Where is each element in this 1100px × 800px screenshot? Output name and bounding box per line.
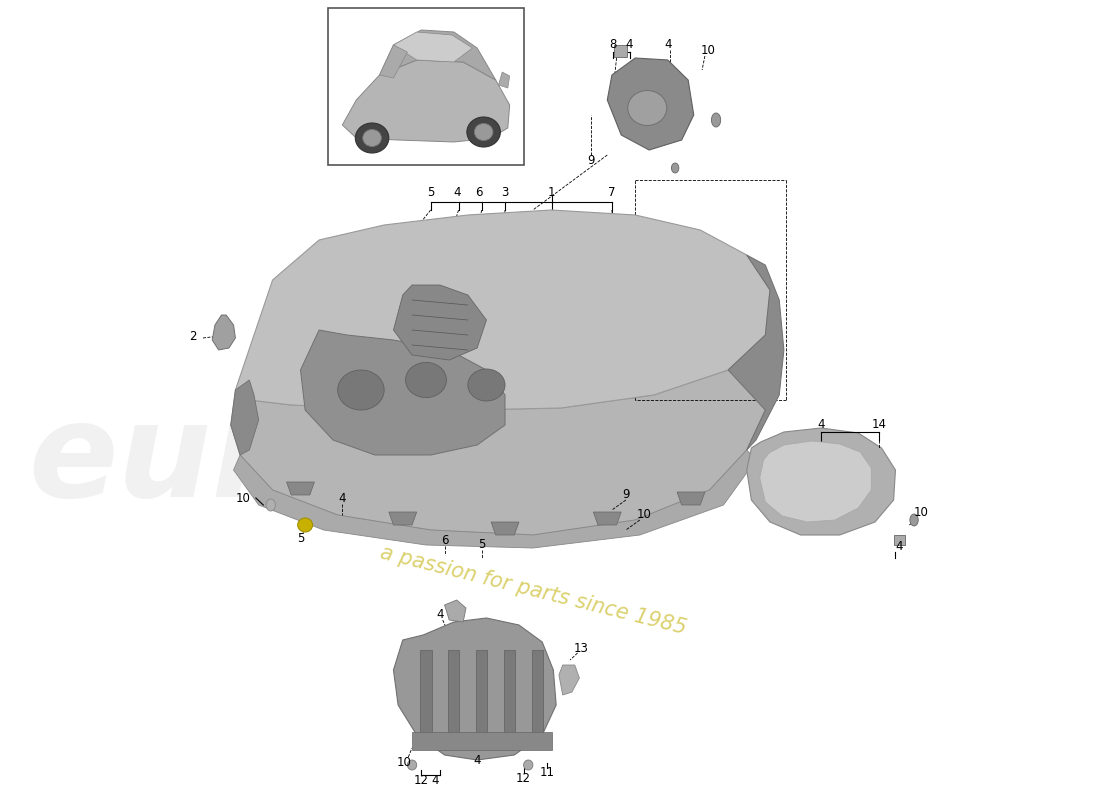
Text: 9: 9 <box>623 489 629 502</box>
Text: 4: 4 <box>895 539 903 553</box>
Ellipse shape <box>524 760 532 770</box>
Polygon shape <box>231 335 774 535</box>
Text: 5: 5 <box>427 186 434 199</box>
Text: 3: 3 <box>502 186 508 199</box>
Text: 4: 4 <box>437 609 443 622</box>
Text: 10: 10 <box>235 491 251 505</box>
Text: 13: 13 <box>574 642 589 654</box>
Text: 5: 5 <box>297 531 305 545</box>
Text: 6: 6 <box>441 534 449 546</box>
Polygon shape <box>379 45 407 78</box>
Polygon shape <box>760 441 871 522</box>
Text: 9: 9 <box>587 154 595 166</box>
Ellipse shape <box>712 113 720 127</box>
Text: 10: 10 <box>914 506 928 519</box>
Text: 5: 5 <box>478 538 485 551</box>
Polygon shape <box>476 650 487 740</box>
Polygon shape <box>394 285 486 360</box>
Ellipse shape <box>468 369 505 401</box>
Ellipse shape <box>266 499 275 511</box>
Polygon shape <box>491 522 519 535</box>
Text: 1: 1 <box>548 186 556 198</box>
Polygon shape <box>379 30 496 80</box>
Ellipse shape <box>671 163 679 173</box>
Text: 4: 4 <box>431 774 439 786</box>
Text: 11: 11 <box>539 766 554 779</box>
Ellipse shape <box>474 123 493 141</box>
Polygon shape <box>300 330 505 455</box>
Polygon shape <box>559 665 580 695</box>
Text: 4: 4 <box>453 186 461 199</box>
Ellipse shape <box>910 514 918 526</box>
Polygon shape <box>676 492 705 505</box>
Text: 12: 12 <box>516 771 531 785</box>
Text: 2: 2 <box>189 330 197 342</box>
Ellipse shape <box>628 90 667 126</box>
Text: 10: 10 <box>396 755 411 769</box>
Text: 6: 6 <box>475 186 483 199</box>
Text: 12: 12 <box>414 774 429 786</box>
Polygon shape <box>747 428 895 535</box>
Bar <box>614 45 627 57</box>
Text: 4: 4 <box>626 38 634 51</box>
Ellipse shape <box>355 123 388 153</box>
Ellipse shape <box>298 518 312 532</box>
Polygon shape <box>498 72 509 88</box>
Polygon shape <box>593 512 622 525</box>
Polygon shape <box>286 482 315 495</box>
Ellipse shape <box>338 370 384 410</box>
Text: 10: 10 <box>701 43 715 57</box>
Polygon shape <box>504 650 515 740</box>
Text: 4: 4 <box>664 38 671 51</box>
Polygon shape <box>412 732 551 750</box>
Polygon shape <box>444 600 466 622</box>
Bar <box>329 8 524 165</box>
Ellipse shape <box>466 117 500 147</box>
Polygon shape <box>532 650 543 740</box>
Polygon shape <box>342 60 509 142</box>
Ellipse shape <box>406 362 447 398</box>
Text: 4: 4 <box>473 754 481 766</box>
Polygon shape <box>388 512 417 525</box>
Polygon shape <box>212 315 235 350</box>
Polygon shape <box>607 58 694 150</box>
Ellipse shape <box>363 130 382 146</box>
Polygon shape <box>449 650 460 740</box>
Ellipse shape <box>407 760 417 770</box>
Polygon shape <box>394 618 557 760</box>
Polygon shape <box>394 32 473 62</box>
Polygon shape <box>728 255 784 450</box>
Bar <box>893 535 905 545</box>
Text: 8: 8 <box>609 38 616 51</box>
Text: 10: 10 <box>637 509 652 522</box>
Polygon shape <box>231 380 258 455</box>
Polygon shape <box>420 650 431 740</box>
Text: 4: 4 <box>817 418 825 431</box>
Text: 4: 4 <box>339 491 346 505</box>
Polygon shape <box>235 210 770 410</box>
Text: 7: 7 <box>608 186 616 199</box>
Text: europ: europ <box>28 397 462 523</box>
Polygon shape <box>233 450 756 548</box>
Text: a passion for parts since 1985: a passion for parts since 1985 <box>377 542 689 638</box>
Text: 14: 14 <box>871 418 887 431</box>
